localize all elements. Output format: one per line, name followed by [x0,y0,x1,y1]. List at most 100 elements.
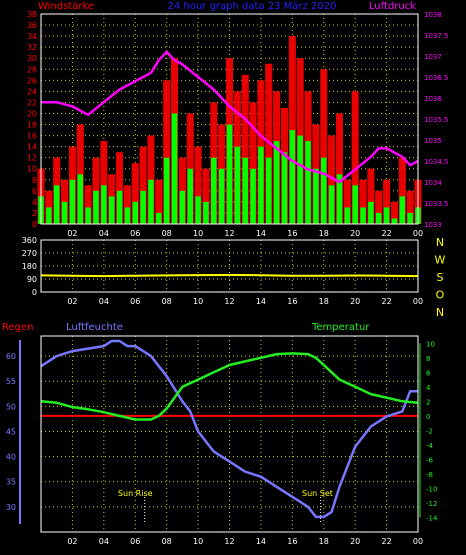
chart-title: 24 hour graph data 23 März 2020 [168,1,337,12]
wind-speed-bar [101,185,107,224]
x-tick-label: 08 [162,537,172,546]
y-tick-wind: 30 [27,54,37,63]
wind-speed-bar [124,207,131,224]
wind-speed-bar [305,141,311,224]
y-tick-direction: 90 [27,275,37,284]
y-tick-wind: 26 [27,76,37,85]
temperatur-label: Temperatur [311,322,370,333]
panel-frame [40,335,419,533]
y-tick-temperature: 4 [426,384,431,392]
wind-speed-bar [171,113,178,224]
pressure-line [41,50,419,184]
y-tick-humidity: 60 [6,352,16,361]
wind-speed-bar [313,168,319,224]
y-tick-wind: 0 [32,220,37,229]
wind-gust-bar [116,152,124,224]
y-tick-wind: 34 [27,32,37,41]
wind-gust-bar [139,146,147,224]
y-tick-wind: 36 [27,21,37,30]
x-tick-label: 14 [256,229,266,238]
wind-gust-bar [100,141,108,224]
wind-speed-bar [61,201,68,224]
x-tick-label: 14 [256,297,266,306]
y-tick-wind: 10 [27,165,37,174]
y-tick-wind: 20 [27,109,37,118]
wind-gust-bar [335,113,343,224]
wind-gust-bar [359,179,367,224]
y-tick-direction: 0 [32,288,37,297]
wind-gust-bar [406,190,414,224]
wind-gust-bar [241,74,249,224]
y-tick-wind: 22 [27,98,37,107]
y-tick-wind: 6 [32,187,37,196]
regen-label: Regen [2,322,34,333]
y-tick-temperature: 10 [426,340,435,348]
x-tick-label: 22 [381,537,391,546]
x-tick-label: 02 [67,537,77,546]
wind-gust-bar [351,91,359,224]
x-tick-label: 12 [224,537,234,546]
x-tick-label: 08 [162,229,172,238]
wind-speed-bar [399,196,406,224]
compass-letter: W [435,254,446,267]
wind-speed-bar [328,185,335,224]
y-tick-wind: 32 [27,43,37,52]
y-tick-pressure: 1034.5 [424,158,449,166]
wind-gust-bar [155,179,163,224]
wind-speed-bar [266,157,272,224]
y-tick-humidity: 45 [6,427,16,436]
wind-gust-bar [398,157,406,224]
y-tick-pressure: 1034 [424,179,442,187]
x-tick-label: 10 [193,537,203,546]
y-tick-temperature: -10 [426,485,437,493]
y-tick-temperature: 0 [426,413,430,421]
wind-speed-bar [132,201,138,224]
y-tick-wind: 14 [27,143,37,152]
x-tick-label: 22 [381,229,391,238]
x-tick-label: 04 [99,537,109,546]
x-tick-label: 10 [193,297,203,306]
wind-speed-bar [156,212,162,224]
wind-speed-bar [140,190,146,224]
y-tick-wind: 2 [32,209,37,218]
y-tick-humidity: 50 [6,402,16,411]
wind-speed-bar [281,152,288,224]
wind-speed-bar [211,157,217,224]
panel-frame [40,239,419,293]
wind-speed-bar [179,190,186,224]
x-tick-label: 02 [67,297,77,306]
wind-speed-bar [273,141,280,224]
wind-speed-bar [46,207,52,224]
y-tick-direction: 180 [22,262,37,271]
wind-gust-bar [131,163,139,224]
y-tick-wind: 12 [27,154,37,163]
y-tick-temperature: 8 [426,355,430,363]
luftfeuchte-label: Luftfeuchte [66,322,123,333]
wind-gust-bar [249,102,257,224]
y-tick-temperature: 6 [426,369,431,377]
wind-gust-bar [328,135,336,224]
wind-speed-bar [383,207,390,224]
direction-line [40,274,419,278]
wind-speed-bar [218,168,225,224]
y-tick-temperature: 2 [426,398,430,406]
humidity-line [40,339,418,519]
wind-speed-bar [69,179,76,224]
x-tick-label: 02 [67,229,77,238]
x-tick-label: 10 [193,229,203,238]
x-tick-label: 04 [99,297,109,306]
wind-speed-bar [360,207,366,224]
wind-speed-bar [258,146,264,224]
x-tick-label: 18 [319,537,329,546]
x-tick-label: 18 [319,297,329,306]
y-tick-pressure: 1036.5 [424,74,449,82]
wind-speed-bar [375,212,382,224]
x-tick-label: 00 [413,537,423,546]
wind-speed-bar [234,146,241,224]
y-tick-pressure: 1035.5 [424,116,449,124]
wind-gust-bar [383,179,391,224]
wind-speed-bar [77,174,84,224]
x-tick-label: 20 [350,537,360,546]
